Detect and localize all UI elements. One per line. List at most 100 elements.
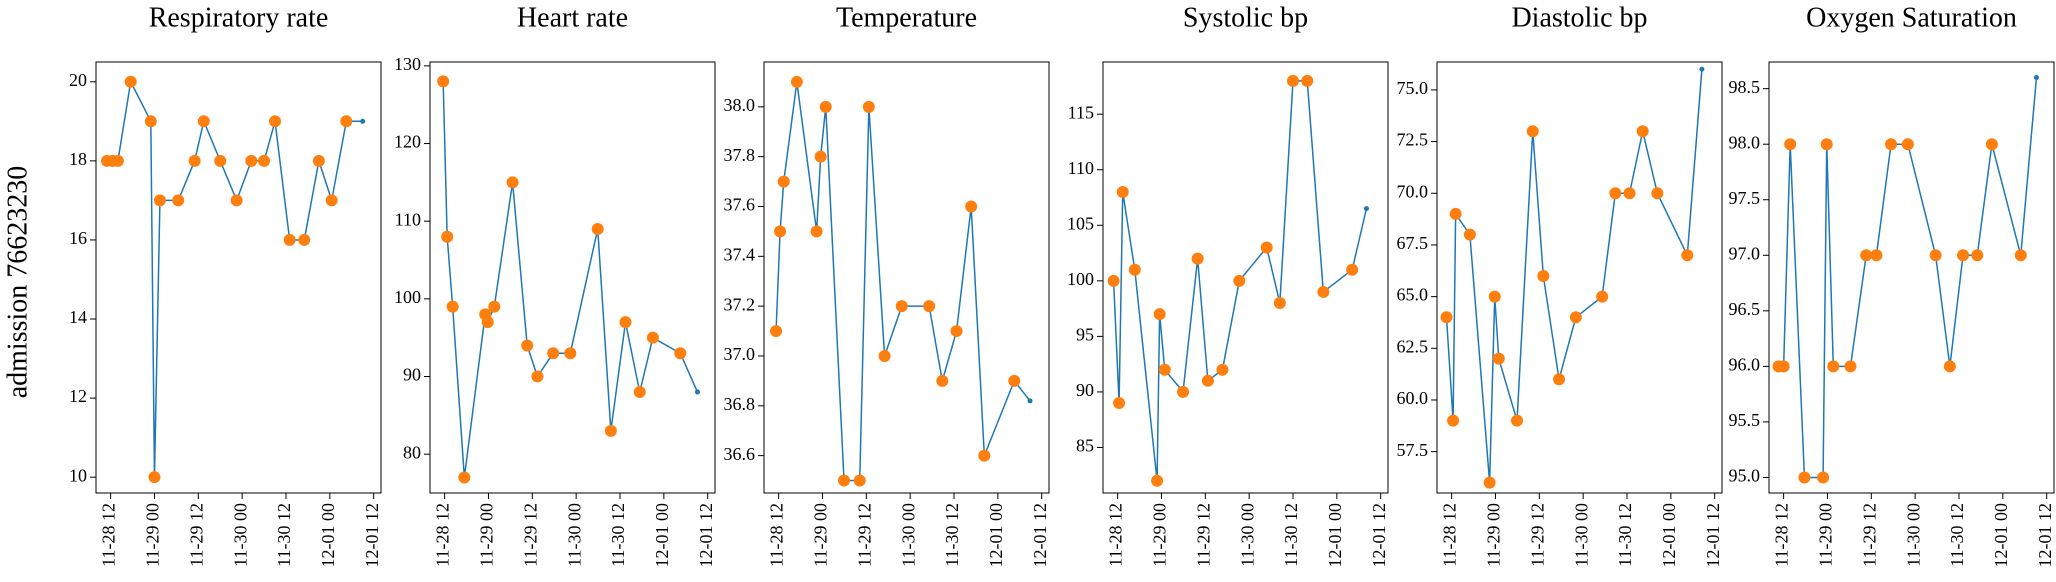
x-tick-label: 12-01 00 [1991, 503, 2011, 568]
observation-point [1537, 269, 1550, 282]
observation-point [819, 100, 832, 113]
y-tick-label: 115 [1068, 102, 1094, 122]
observation-point [1113, 397, 1126, 410]
x-tick-label: 11-29 00 [477, 503, 497, 567]
observation-point [790, 75, 803, 88]
observation-point [1636, 125, 1649, 138]
y-tick-label: 75.0 [1397, 78, 1429, 98]
y-tick-label: 10 [69, 465, 87, 485]
observation-point [1596, 290, 1609, 303]
observation-point [770, 325, 783, 338]
observation-point [853, 474, 866, 487]
x-tick-label: 11-28 12 [767, 503, 787, 567]
observation-point [1943, 360, 1956, 373]
line-dot [1363, 206, 1369, 212]
y-tick-label: 37.4 [724, 244, 756, 264]
x-tick-label: 11-30 12 [1615, 503, 1635, 567]
y-tick-label: 67.5 [1397, 233, 1429, 253]
observation-point [619, 316, 632, 329]
observation-point [1153, 308, 1166, 321]
observation-point [1449, 207, 1462, 220]
y-tick-label: 97.5 [1729, 188, 1761, 208]
observation-point [245, 154, 258, 167]
y-tick-label: 20 [69, 70, 87, 90]
y-tick-label: 18 [69, 149, 87, 169]
y-tick-label: 37.2 [724, 294, 756, 314]
x-tick-label: 11-29 12 [520, 503, 540, 567]
y-tick-label: 36.8 [724, 394, 756, 414]
observation-point [1860, 249, 1873, 262]
observation-point [1151, 474, 1164, 487]
observation-point [1817, 471, 1830, 484]
chart-title: Oxygen Saturation [1806, 2, 2017, 33]
observation-point [1651, 187, 1664, 200]
observation-point [197, 115, 210, 128]
series-line [775, 81, 1031, 482]
observation-point [1346, 263, 1359, 276]
observation-point [838, 474, 851, 487]
y-tick-label: 110 [1068, 158, 1094, 178]
x-tick-label: 11-30 12 [1281, 503, 1301, 567]
observation-point [633, 386, 646, 399]
y-tick-label: 80 [403, 442, 421, 462]
x-tick-label: 12-01 12 [1703, 503, 1723, 568]
y-tick-label: 37.0 [724, 344, 756, 364]
x-tick-label: 12-01 00 [652, 503, 672, 568]
axes-frame [1768, 61, 2055, 494]
observation-point [1985, 138, 1998, 151]
series-line [442, 81, 699, 478]
x-tick-label: 11-30 00 [1237, 503, 1257, 567]
observation-point [1008, 374, 1021, 387]
axes-frame [763, 61, 1050, 494]
y-tick-label: 36.6 [724, 444, 756, 464]
x-tick-label: 12-01 12 [1030, 503, 1050, 568]
observation-point [547, 347, 560, 360]
observation-point [1158, 363, 1171, 376]
observation-point [810, 225, 823, 238]
y-tick-label: 14 [69, 307, 87, 327]
observation-point [1569, 311, 1582, 324]
observation-point [1287, 74, 1299, 87]
observation-point [1201, 374, 1214, 387]
x-tick-label: 11-28 12 [1772, 503, 1792, 567]
x-tick-label: 12-01 12 [1369, 503, 1389, 568]
observation-point [1885, 138, 1898, 151]
x-tick-label: 11-29 12 [1193, 503, 1213, 567]
observation-point [1798, 471, 1811, 484]
x-tick-label: 12-01 12 [2035, 503, 2055, 568]
x-tick-label: 11-30 12 [608, 503, 628, 567]
observation-point [1784, 138, 1797, 151]
axes-frame [1436, 61, 1723, 494]
y-tick-label: 98.5 [1729, 77, 1761, 97]
observation-point [111, 154, 124, 167]
x-tick-label: 11-30 00 [1571, 503, 1591, 567]
x-tick-label: 11-30 12 [274, 503, 294, 567]
x-tick-label: 12-01 12 [696, 503, 716, 568]
observation-point [1929, 249, 1942, 262]
observation-point [1488, 290, 1501, 303]
observation-point [312, 154, 325, 167]
y-tick-label: 96.0 [1729, 354, 1761, 374]
y-tick-label: 37.8 [724, 145, 756, 165]
x-tick-label: 11-30 00 [564, 503, 584, 567]
observation-point [923, 300, 936, 313]
x-tick-label: 11-29 00 [1484, 503, 1504, 567]
y-tick-label: 98.0 [1729, 132, 1761, 152]
plot-area [1107, 74, 1369, 487]
y-tick-label: 95.0 [1729, 466, 1761, 486]
x-tick-label: 11-30 12 [1947, 503, 1967, 567]
y-tick-label: 62.5 [1397, 336, 1429, 356]
plot-area [100, 75, 366, 484]
x-tick-label: 11-29 00 [143, 503, 163, 567]
observation-point [1128, 263, 1141, 276]
y-tick-label: 85 [1076, 436, 1094, 456]
observation-point [1820, 138, 1833, 151]
observation-point [441, 230, 454, 243]
plot-area [1440, 66, 1705, 489]
observation-point [481, 316, 494, 329]
observation-point [862, 100, 875, 113]
observation-point [283, 233, 296, 246]
y-tick-label: 95.5 [1729, 410, 1761, 430]
chart-title: Diastolic bp [1511, 2, 1647, 33]
